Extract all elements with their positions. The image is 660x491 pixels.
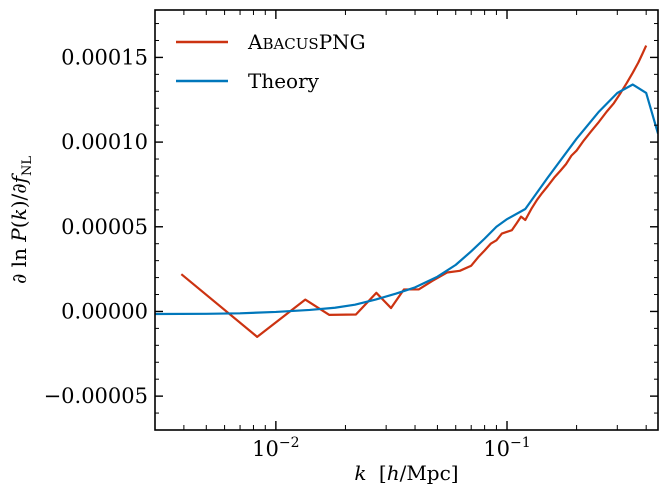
y-axis-label-partial: ∂ ln (7, 242, 31, 284)
legend-label-theory: Theory (248, 69, 320, 93)
y-tick-label: 0.00005 (61, 215, 148, 239)
y-axis-label-p: P (7, 228, 31, 243)
legend-label-abacuspng: ABACUSPNG (247, 30, 366, 54)
x-tick-label: 10−1 (483, 435, 530, 461)
x-axis-label-unit: [ (379, 461, 387, 485)
y-axis-label-mid: )/∂ (7, 183, 31, 208)
y-axis-label-k: ( (7, 220, 31, 228)
series-line-abacuspng (180, 45, 648, 338)
series-layer (155, 45, 658, 338)
y-axis-label: ∂ ln P(k)/∂fNL (7, 156, 35, 284)
y-axis-label-kvar: k (7, 208, 31, 220)
y-tick-label: 0.00000 (61, 299, 148, 323)
series-line-theory (155, 83, 658, 316)
y-axis-label-sub: NL (20, 156, 35, 176)
y-tick-label: 0.00010 (61, 130, 148, 154)
y-tick-label: 0.00015 (61, 45, 148, 69)
x-tick-label: 10−2 (252, 435, 299, 461)
x-axis-label: k [h/Mpc] (354, 461, 458, 485)
ticks-layer: −0.00005 0.00000 0.00005 0.00010 0.00015 10−2… (44, 10, 658, 461)
x-axis-label-h: h (387, 461, 400, 485)
y-tick-label: −0.00005 (44, 384, 148, 408)
legend: ABACUSPNG Theory (176, 30, 366, 93)
x-axis-label-var: k (354, 461, 366, 485)
x-axis-label-rest: /Mpc] (400, 461, 459, 485)
plot-frame (154, 9, 659, 431)
